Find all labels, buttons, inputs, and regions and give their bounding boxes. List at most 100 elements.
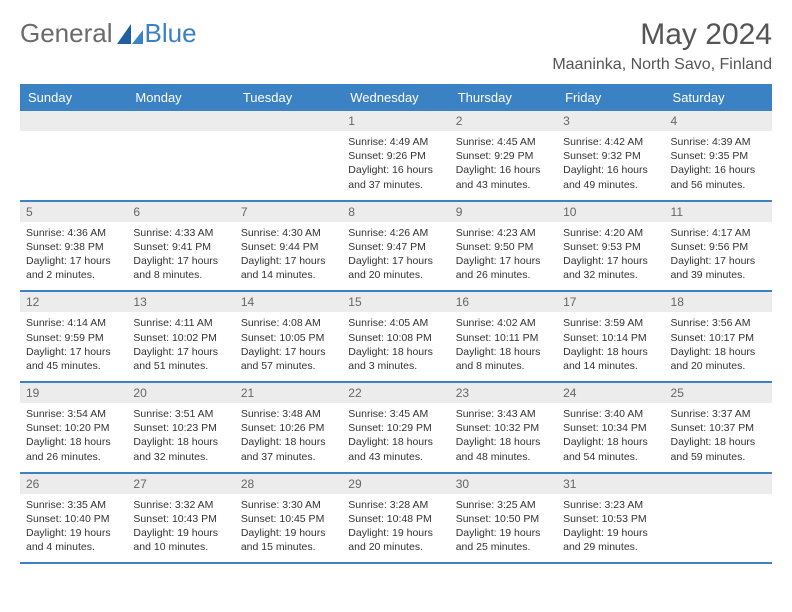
- day-of-week-header: Friday: [557, 84, 664, 111]
- day-number: 17: [557, 292, 664, 312]
- day-number: 12: [20, 292, 127, 312]
- sunset-line: Sunset: 10:26 PM: [241, 421, 336, 435]
- sunrise-line: Sunrise: 3:54 AM: [26, 407, 121, 421]
- day-body: Sunrise: 4:23 AMSunset: 9:50 PMDaylight:…: [450, 222, 557, 291]
- calendar-day-cell: 19Sunrise: 3:54 AMSunset: 10:20 PMDaylig…: [20, 382, 127, 473]
- daylight-line: Daylight: 17 hours and 32 minutes.: [563, 254, 658, 282]
- day-body: Sunrise: 4:26 AMSunset: 9:47 PMDaylight:…: [342, 222, 449, 291]
- day-number: 29: [342, 474, 449, 494]
- calendar-week-row: 19Sunrise: 3:54 AMSunset: 10:20 PMDaylig…: [20, 382, 772, 473]
- sunrise-line: Sunrise: 4:14 AM: [26, 316, 121, 330]
- sunset-line: Sunset: 10:29 PM: [348, 421, 443, 435]
- day-body: Sunrise: 4:20 AMSunset: 9:53 PMDaylight:…: [557, 222, 664, 291]
- daylight-line: Daylight: 17 hours and 14 minutes.: [241, 254, 336, 282]
- day-number: 3: [557, 111, 664, 131]
- calendar-day-cell: 10Sunrise: 4:20 AMSunset: 9:53 PMDayligh…: [557, 201, 664, 292]
- sunset-line: Sunset: 9:32 PM: [563, 149, 658, 163]
- calendar-day-cell: 16Sunrise: 4:02 AMSunset: 10:11 PMDaylig…: [450, 291, 557, 382]
- day-number: 10: [557, 202, 664, 222]
- calendar-day-cell: 23Sunrise: 3:43 AMSunset: 10:32 PMDaylig…: [450, 382, 557, 473]
- sunrise-line: Sunrise: 3:56 AM: [671, 316, 766, 330]
- day-body: Sunrise: 3:45 AMSunset: 10:29 PMDaylight…: [342, 403, 449, 472]
- daylight-line: Daylight: 18 hours and 37 minutes.: [241, 435, 336, 463]
- day-number: 31: [557, 474, 664, 494]
- day-body: Sunrise: 4:36 AMSunset: 9:38 PMDaylight:…: [20, 222, 127, 291]
- sunrise-line: Sunrise: 3:45 AM: [348, 407, 443, 421]
- day-body: Sunrise: 3:28 AMSunset: 10:48 PMDaylight…: [342, 494, 449, 563]
- day-body: Sunrise: 4:14 AMSunset: 9:59 PMDaylight:…: [20, 312, 127, 381]
- calendar-day-cell: 15Sunrise: 4:05 AMSunset: 10:08 PMDaylig…: [342, 291, 449, 382]
- daylight-line: Daylight: 17 hours and 20 minutes.: [348, 254, 443, 282]
- sunrise-line: Sunrise: 4:33 AM: [133, 226, 228, 240]
- day-body: Sunrise: 3:51 AMSunset: 10:23 PMDaylight…: [127, 403, 234, 472]
- sunrise-line: Sunrise: 3:48 AM: [241, 407, 336, 421]
- sunset-line: Sunset: 10:32 PM: [456, 421, 551, 435]
- daylight-line: Daylight: 18 hours and 32 minutes.: [133, 435, 228, 463]
- sunset-line: Sunset: 9:35 PM: [671, 149, 766, 163]
- header: General Blue May 2024 Maaninka, North Sa…: [20, 18, 772, 74]
- day-body: Sunrise: 3:54 AMSunset: 10:20 PMDaylight…: [20, 403, 127, 472]
- page-title: May 2024: [552, 18, 772, 52]
- calendar-day-cell: 20Sunrise: 3:51 AMSunset: 10:23 PMDaylig…: [127, 382, 234, 473]
- day-number: 14: [235, 292, 342, 312]
- day-number: 27: [127, 474, 234, 494]
- daylight-line: Daylight: 17 hours and 8 minutes.: [133, 254, 228, 282]
- day-body: Sunrise: 4:30 AMSunset: 9:44 PMDaylight:…: [235, 222, 342, 291]
- day-of-week-header: Tuesday: [235, 84, 342, 111]
- sunrise-line: Sunrise: 4:36 AM: [26, 226, 121, 240]
- daylight-line: Daylight: 16 hours and 56 minutes.: [671, 163, 766, 191]
- sunset-line: Sunset: 10:45 PM: [241, 512, 336, 526]
- day-body: Sunrise: 3:25 AMSunset: 10:50 PMDaylight…: [450, 494, 557, 563]
- day-of-week-header: Sunday: [20, 84, 127, 111]
- sunset-line: Sunset: 10:17 PM: [671, 331, 766, 345]
- sunset-line: Sunset: 10:40 PM: [26, 512, 121, 526]
- day-body: Sunrise: 4:08 AMSunset: 10:05 PMDaylight…: [235, 312, 342, 381]
- day-body: Sunrise: 4:42 AMSunset: 9:32 PMDaylight:…: [557, 131, 664, 200]
- day-of-week-header: Saturday: [665, 84, 772, 111]
- day-of-week-header: Wednesday: [342, 84, 449, 111]
- day-number: 11: [665, 202, 772, 222]
- day-body: Sunrise: 4:33 AMSunset: 9:41 PMDaylight:…: [127, 222, 234, 291]
- calendar-day-cell: 26Sunrise: 3:35 AMSunset: 10:40 PMDaylig…: [20, 473, 127, 564]
- location-label: Maaninka, North Savo, Finland: [552, 56, 772, 74]
- sunset-line: Sunset: 10:48 PM: [348, 512, 443, 526]
- title-block: May 2024 Maaninka, North Savo, Finland: [552, 18, 772, 74]
- sunset-line: Sunset: 9:26 PM: [348, 149, 443, 163]
- daylight-line: Daylight: 19 hours and 29 minutes.: [563, 526, 658, 554]
- calendar-day-cell: 31Sunrise: 3:23 AMSunset: 10:53 PMDaylig…: [557, 473, 664, 564]
- day-number: 19: [20, 383, 127, 403]
- calendar-day-cell: 18Sunrise: 3:56 AMSunset: 10:17 PMDaylig…: [665, 291, 772, 382]
- sunset-line: Sunset: 9:50 PM: [456, 240, 551, 254]
- sunrise-line: Sunrise: 4:42 AM: [563, 135, 658, 149]
- daylight-line: Daylight: 19 hours and 10 minutes.: [133, 526, 228, 554]
- daylight-line: Daylight: 16 hours and 49 minutes.: [563, 163, 658, 191]
- day-number: [20, 111, 127, 131]
- daylight-line: Daylight: 17 hours and 51 minutes.: [133, 345, 228, 373]
- day-number: 2: [450, 111, 557, 131]
- daylight-line: Daylight: 16 hours and 43 minutes.: [456, 163, 551, 191]
- day-body: Sunrise: 3:40 AMSunset: 10:34 PMDaylight…: [557, 403, 664, 472]
- day-body: Sunrise: 4:02 AMSunset: 10:11 PMDaylight…: [450, 312, 557, 381]
- day-number: 21: [235, 383, 342, 403]
- daylight-line: Daylight: 19 hours and 20 minutes.: [348, 526, 443, 554]
- day-number: [127, 111, 234, 131]
- sunset-line: Sunset: 10:43 PM: [133, 512, 228, 526]
- sunset-line: Sunset: 9:38 PM: [26, 240, 121, 254]
- calendar-week-row: 26Sunrise: 3:35 AMSunset: 10:40 PMDaylig…: [20, 473, 772, 564]
- day-of-week-row: SundayMondayTuesdayWednesdayThursdayFrid…: [20, 84, 772, 111]
- daylight-line: Daylight: 16 hours and 37 minutes.: [348, 163, 443, 191]
- day-body: Sunrise: 3:37 AMSunset: 10:37 PMDaylight…: [665, 403, 772, 472]
- sunrise-line: Sunrise: 4:05 AM: [348, 316, 443, 330]
- sunset-line: Sunset: 10:20 PM: [26, 421, 121, 435]
- sunset-line: Sunset: 10:02 PM: [133, 331, 228, 345]
- day-number: 6: [127, 202, 234, 222]
- calendar-day-cell: 30Sunrise: 3:25 AMSunset: 10:50 PMDaylig…: [450, 473, 557, 564]
- calendar-day-cell: 9Sunrise: 4:23 AMSunset: 9:50 PMDaylight…: [450, 201, 557, 292]
- sunrise-line: Sunrise: 4:11 AM: [133, 316, 228, 330]
- logo: General Blue: [20, 18, 197, 49]
- day-number: 8: [342, 202, 449, 222]
- logo-text-1: General: [20, 18, 113, 49]
- day-body: Sunrise: 4:39 AMSunset: 9:35 PMDaylight:…: [665, 131, 772, 200]
- calendar-day-cell: 8Sunrise: 4:26 AMSunset: 9:47 PMDaylight…: [342, 201, 449, 292]
- sunrise-line: Sunrise: 3:35 AM: [26, 498, 121, 512]
